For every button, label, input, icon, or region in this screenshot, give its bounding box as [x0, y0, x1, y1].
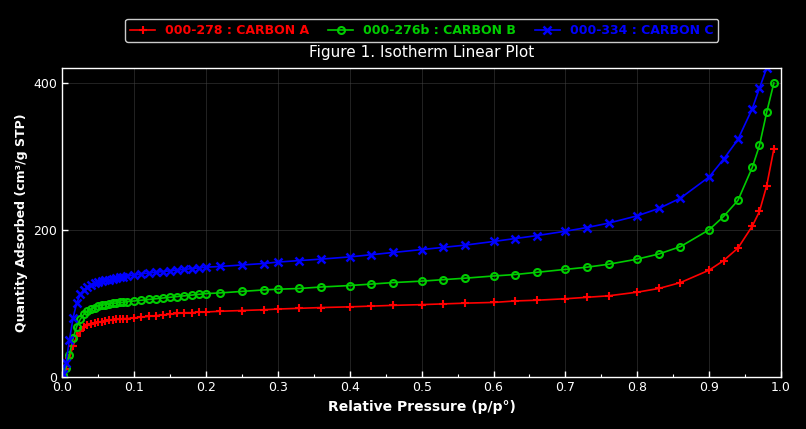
000-278 : CARBON A: (0.07, 77): CARBON A: (0.07, 77): [108, 317, 118, 323]
000-334 : CARBON C: (0.46, 169): CARBON C: (0.46, 169): [388, 250, 398, 255]
Legend: 000-278 : CARBON A, 000-276b : CARBON B, 000-334 : CARBON C: 000-278 : CARBON A, 000-276b : CARBON B,…: [125, 19, 718, 42]
000-278 : CARBON A: (0.97, 225): CARBON A: (0.97, 225): [754, 209, 764, 214]
000-334 : CARBON C: (0.99, 440): CARBON C: (0.99, 440): [769, 51, 779, 56]
Y-axis label: Quantity Adsorbed (cm³/g STP): Quantity Adsorbed (cm³/g STP): [15, 113, 28, 332]
000-278 : CARBON A: (0.6, 101): CARBON A: (0.6, 101): [488, 300, 498, 305]
000-276b : CARBON B: (0.6, 137): CARBON B: (0.6, 137): [488, 273, 498, 278]
Line: 000-276b : CARBON B: 000-276b : CARBON B: [60, 79, 777, 378]
000-278 : CARBON A: (0.001, 2): CARBON A: (0.001, 2): [58, 372, 68, 378]
000-276b : CARBON B: (0.97, 315): CARBON B: (0.97, 315): [754, 143, 764, 148]
000-276b : CARBON B: (0.07, 100): CARBON B: (0.07, 100): [108, 301, 118, 306]
Line: 000-278 : CARBON A: 000-278 : CARBON A: [59, 145, 778, 379]
000-334 : CARBON C: (0.8, 219): CARBON C: (0.8, 219): [633, 213, 642, 218]
000-276b : CARBON B: (0.8, 160): CARBON B: (0.8, 160): [633, 257, 642, 262]
000-334 : CARBON C: (0.001, 3): CARBON C: (0.001, 3): [58, 372, 68, 377]
000-334 : CARBON C: (0.07, 133): CARBON C: (0.07, 133): [108, 276, 118, 281]
000-278 : CARBON A: (0.8, 115): CARBON A: (0.8, 115): [633, 290, 642, 295]
000-334 : CARBON C: (0.97, 393): CARBON C: (0.97, 393): [754, 85, 764, 91]
000-334 : CARBON C: (0.6, 184): CARBON C: (0.6, 184): [488, 239, 498, 244]
000-278 : CARBON A: (0.46, 97): CARBON A: (0.46, 97): [388, 303, 398, 308]
X-axis label: Relative Pressure (p/p°): Relative Pressure (p/p°): [328, 400, 516, 414]
Line: 000-334 : CARBON C: 000-334 : CARBON C: [59, 49, 778, 378]
000-276b : CARBON B: (0.001, 2): CARBON B: (0.001, 2): [58, 372, 68, 378]
000-276b : CARBON B: (0.065, 99): CARBON B: (0.065, 99): [104, 301, 114, 306]
000-276b : CARBON B: (0.46, 128): CARBON B: (0.46, 128): [388, 280, 398, 285]
Title: Figure 1. Isotherm Linear Plot: Figure 1. Isotherm Linear Plot: [309, 45, 534, 60]
000-278 : CARBON A: (0.99, 310): CARBON A: (0.99, 310): [769, 146, 779, 151]
000-276b : CARBON B: (0.99, 400): CARBON B: (0.99, 400): [769, 80, 779, 85]
000-334 : CARBON C: (0.065, 132): CARBON C: (0.065, 132): [104, 277, 114, 282]
000-278 : CARBON A: (0.065, 77): CARBON A: (0.065, 77): [104, 317, 114, 323]
